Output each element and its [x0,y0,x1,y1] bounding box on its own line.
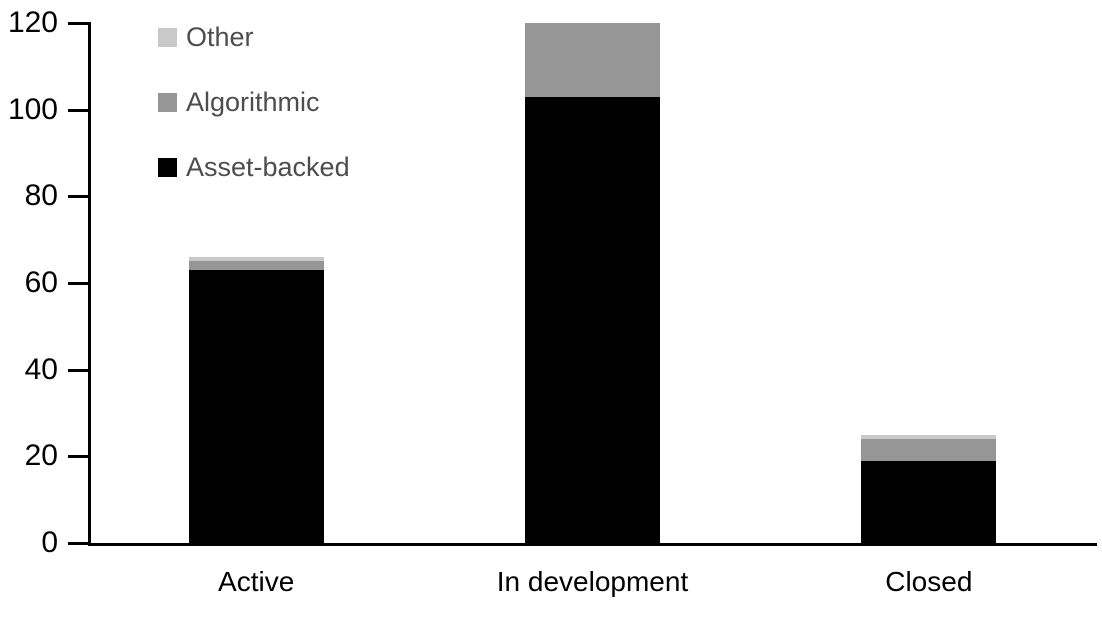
bar-segment-asset-backed-active [188,270,324,543]
y-axis-tick-label: 80 [24,179,58,213]
bar-segment-algorithmic-closed [861,439,997,461]
y-axis-tick-label: 100 [7,92,58,126]
y-axis-tick [68,542,88,545]
y-axis-tick [68,108,88,112]
bar-segment-algorithmic-active [188,261,324,270]
legend-item-other: Other [158,22,350,52]
legend-label-asset-backed: Asset-backed [186,151,350,182]
y-axis-tick-label: 40 [24,352,58,386]
bar-segment-asset-backed-closed [861,460,997,543]
x-axis-category-label-active: Active [218,566,295,597]
y-axis-tick-label: 0 [41,526,58,559]
y-axis-tick [68,195,88,199]
legend-item-algorithmic: Algorithmic [158,87,350,117]
legend-swatch-other [158,27,177,47]
legend-item-asset-backed: Asset-backed [158,152,350,182]
x-axis-line [88,543,1097,546]
y-axis-tick [68,455,88,459]
legend-label-other: Other [186,21,254,52]
bar-segment-asset-backed-in-development [525,96,660,543]
y-axis-tick [68,368,88,372]
y-axis-tick [68,22,88,25]
x-axis-category-label-in-development: In development [496,566,689,597]
bar-segment-other-closed [861,434,997,439]
y-axis-tick-label: 120 [7,6,58,39]
legend-label-algorithmic: Algorithmic [186,86,320,117]
y-axis-tick-label: 20 [24,439,58,473]
y-axis-line [88,22,91,546]
y-axis-tick [68,282,88,285]
legend-swatch-asset-backed [158,157,177,177]
legend-swatch-algorithmic [158,92,177,112]
y-axis-tick-label: 60 [24,266,58,299]
x-axis-category-label-closed: Closed [885,566,973,597]
bar-segment-other-active [188,257,324,262]
chart-legend: Other Algorithmic Asset-backed [158,22,350,217]
bar-segment-algorithmic-in-development [525,23,660,97]
